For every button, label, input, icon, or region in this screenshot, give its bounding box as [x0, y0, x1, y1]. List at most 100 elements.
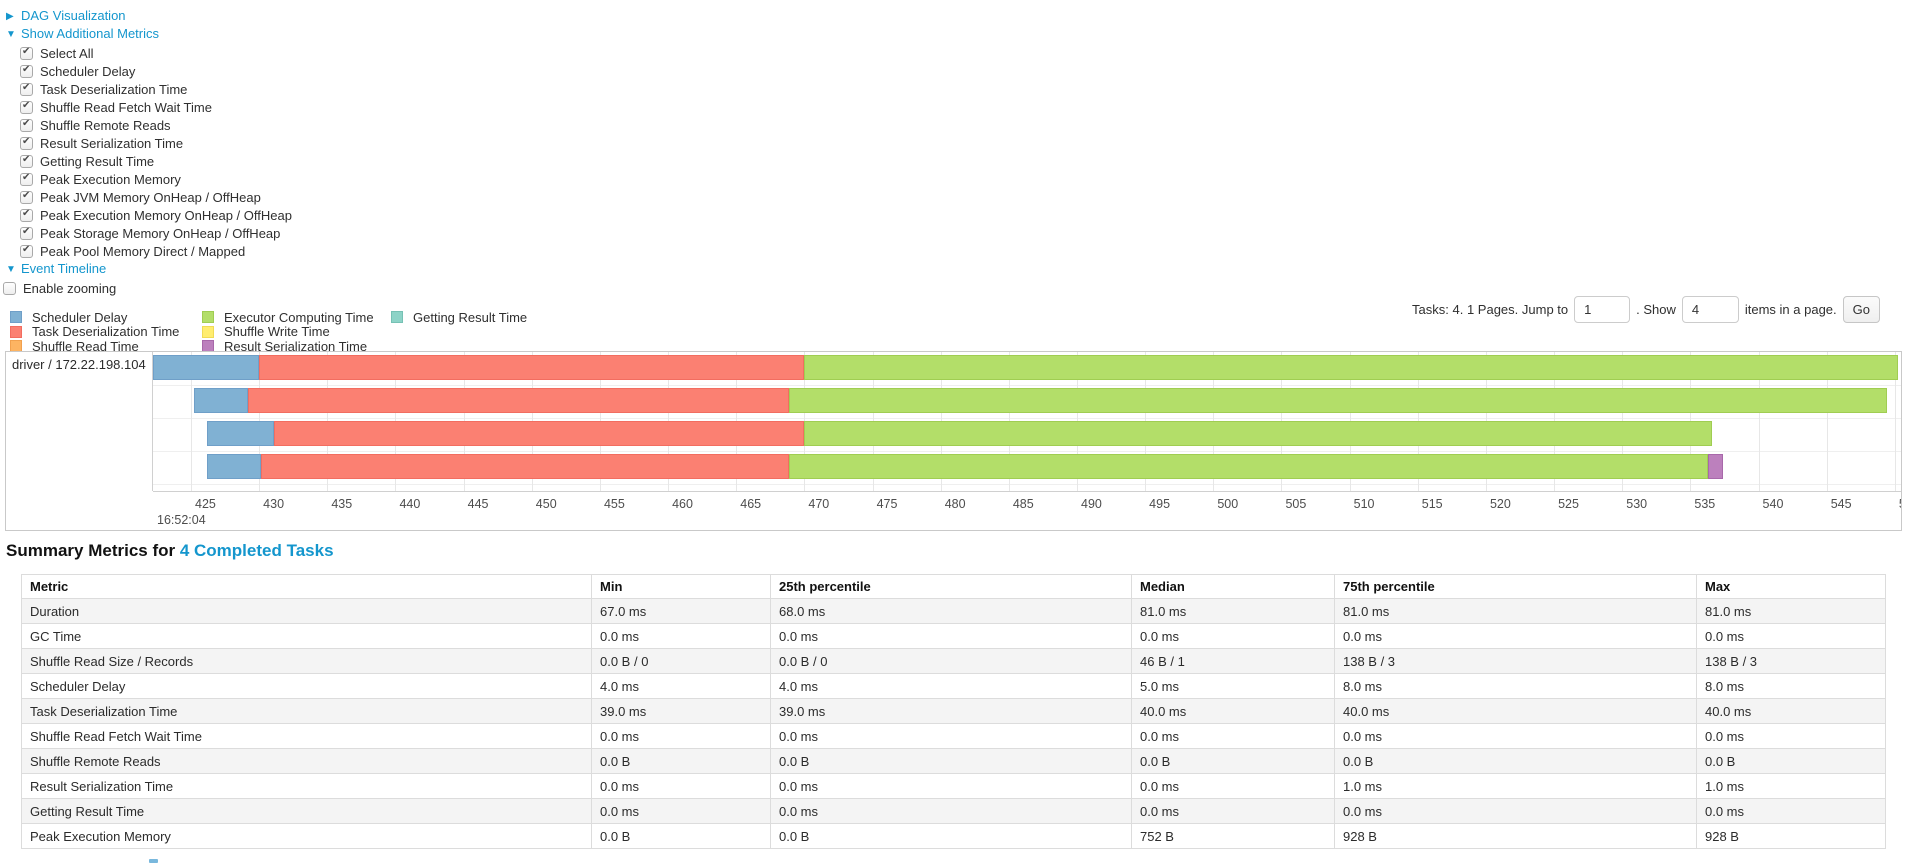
- pagination-text: items in a page.: [1744, 302, 1837, 317]
- metric-value-cell: 0.0 ms: [770, 623, 1132, 649]
- metric-value-cell: 0.0 B: [770, 823, 1132, 849]
- legend-item-shuffle_write: Shuffle Write Time: [202, 324, 391, 339]
- enable-zooming-checkbox[interactable]: Enable zooming: [3, 280, 116, 296]
- metric-value-cell: 1.0 ms: [1334, 773, 1697, 799]
- task-bar-segment-task_deserialization[interactable]: [259, 355, 805, 380]
- task-bar-segment-result_serialization[interactable]: [1708, 454, 1724, 479]
- expanded-arrow-icon: ▼: [6, 29, 16, 40]
- checkbox-checked-icon: [20, 100, 33, 114]
- scheduler_delay-swatch-icon: [10, 311, 22, 324]
- axis-tick-label: 425: [195, 497, 216, 511]
- axis-tick-label: 495: [1149, 497, 1171, 511]
- event-timeline-toggle[interactable]: ▼ Event Timeline: [6, 261, 107, 276]
- metric-value-cell: 0.0 ms: [1696, 723, 1886, 749]
- axis-tick-label: 455: [603, 497, 625, 511]
- task-bar-segment-executor_computing[interactable]: [804, 421, 1713, 446]
- metric-checkbox-peak-jvm-memory-onheap-offheap[interactable]: Peak JVM Memory OnHeap / OffHeap: [20, 189, 261, 205]
- axis-tick-label: 550: [1899, 497, 1901, 511]
- metric-value-cell: 0.0 ms: [1334, 723, 1697, 749]
- metric-checkbox-getting-result-time[interactable]: Getting Result Time: [20, 153, 154, 169]
- task-bar-segment-scheduler_delay[interactable]: [207, 421, 275, 446]
- table-row: Result Serialization Time 0.0 ms 0.0 ms 0.0…: [21, 773, 1886, 799]
- metric-value-cell: 81.0 ms: [1696, 598, 1886, 624]
- axis-tick-label: 490: [1081, 497, 1102, 511]
- metric-value-cell: 928 B: [1334, 823, 1697, 849]
- metric-value-cell: 0.0 B: [1334, 748, 1697, 774]
- metric-value-cell: 0.0 B: [1131, 748, 1335, 774]
- metric-checkbox-task-deserialization-time[interactable]: Task Deserialization Time: [20, 81, 187, 97]
- metric-value-cell: 0.0 B / 0: [591, 648, 771, 674]
- metric-checkbox-result-serialization-time[interactable]: Result Serialization Time: [20, 135, 183, 151]
- legend-label: Getting Result Time: [413, 309, 528, 325]
- metric-value-cell: 0.0 ms: [1334, 623, 1697, 649]
- metric-value-cell: 0.0 ms: [1334, 798, 1697, 824]
- axis-tick-label: 465: [740, 497, 762, 511]
- axis-tick-label: 475: [876, 497, 898, 511]
- metric-checkbox-peak-execution-memory-onheap-offheap[interactable]: Peak Execution Memory OnHeap / OffHeap: [20, 207, 292, 223]
- metric-value-cell: 0.0 ms: [1131, 773, 1335, 799]
- column-header: 75th percentile: [1334, 574, 1697, 599]
- metric-name-cell: Shuffle Read Size / Records: [21, 648, 592, 674]
- metric-name-cell: GC Time: [21, 623, 592, 649]
- table-row: Peak Execution Memory 0.0 B 0.0 B 752 B 928 …: [21, 823, 1886, 849]
- pagination-text: Tasks: 4. 1 Pages. Jump to: [1412, 302, 1569, 317]
- task-bar-segment-scheduler_delay[interactable]: [207, 454, 261, 479]
- metric-value-cell: 0.0 ms: [1131, 723, 1335, 749]
- checkbox-checked-icon: [20, 244, 33, 258]
- metric-value-cell: 0.0 ms: [1131, 623, 1335, 649]
- legend-item-result_serialization: Result Serialization Time: [202, 339, 391, 354]
- task-bar-segment-task_deserialization[interactable]: [260, 454, 790, 479]
- axis-tick-label: 510: [1353, 497, 1375, 511]
- legend-item-scheduler_delay: Scheduler Delay: [10, 310, 202, 325]
- checkbox-checked-icon: [20, 82, 33, 96]
- metric-value-cell: 67.0 ms: [591, 598, 771, 624]
- axis-tick-label: 500: [1217, 497, 1239, 511]
- row-gridline: [153, 385, 1901, 386]
- table-row: Getting Result Time 0.0 ms 0.0 ms 0.0 ms 0.0…: [21, 798, 1886, 824]
- metric-value-cell: 40.0 ms: [1131, 698, 1335, 724]
- checkbox-checked-icon: [20, 190, 33, 204]
- metric-checkbox-peak-storage-memory-onheap-offheap[interactable]: Peak Storage Memory OnHeap / OffHeap: [20, 225, 280, 241]
- metric-value-cell: 5.0 ms: [1131, 673, 1335, 699]
- show-additional-metrics-toggle[interactable]: ▼ Show Additional Metrics: [6, 26, 160, 41]
- axis-tick-label: 440: [399, 497, 421, 511]
- row-gridline: [153, 451, 1901, 452]
- metric-value-cell: 40.0 ms: [1696, 698, 1886, 724]
- metric-checkbox-scheduler-delay[interactable]: Scheduler Delay: [20, 63, 135, 79]
- metric-value-cell: 0.0 ms: [770, 798, 1132, 824]
- task-bar-segment-scheduler_delay[interactable]: [153, 355, 260, 380]
- metric-checkbox-peak-execution-memory[interactable]: Peak Execution Memory: [20, 171, 181, 187]
- jump-to-page-input[interactable]: [1574, 296, 1631, 323]
- axis-tick-label: 545: [1830, 497, 1852, 511]
- task-bar-segment-executor_computing[interactable]: [804, 355, 1898, 380]
- metric-name-cell: Shuffle Read Fetch Wait Time: [21, 723, 592, 749]
- items-per-page-input[interactable]: [1681, 296, 1739, 323]
- dag-visualization-toggle[interactable]: ▶ DAG Visualization: [6, 8, 126, 23]
- axis-tick-label: 460: [672, 497, 693, 511]
- clipped-content: [149, 859, 158, 863]
- executor_computing-swatch-icon: [202, 311, 214, 324]
- task-bar-segment-executor_computing[interactable]: [789, 388, 1887, 413]
- task-pagination: Tasks: 4. 1 Pages. Jump to . Show items …: [1412, 296, 1880, 323]
- metric-value-cell: 0.0 ms: [1696, 798, 1886, 824]
- metric-checkbox-peak-pool-memory-direct-mapped[interactable]: Peak Pool Memory Direct / Mapped: [20, 243, 245, 259]
- task-bar-segment-task_deserialization[interactable]: [274, 421, 805, 446]
- task-bar-segment-task_deserialization[interactable]: [248, 388, 790, 413]
- time-gridline: [191, 352, 193, 491]
- axis-tick-label: 525: [1558, 497, 1579, 511]
- go-button[interactable]: Go: [1842, 296, 1880, 323]
- completed-tasks-link[interactable]: 4 Completed Tasks: [179, 541, 334, 560]
- table-header-row: Metric Min 25th percentile Median 75th perce…: [21, 574, 1886, 599]
- metric-value-cell: 8.0 ms: [1696, 673, 1886, 699]
- task-bar-segment-executor_computing[interactable]: [789, 454, 1709, 479]
- metric-checkbox-shuffle-remote-reads[interactable]: Shuffle Remote Reads: [20, 117, 171, 133]
- checkbox-checked-icon: [20, 64, 33, 78]
- metric-checkbox-shuffle-read-fetch-wait-time[interactable]: Shuffle Read Fetch Wait Time: [20, 99, 212, 115]
- task-bar-segment-scheduler_delay[interactable]: [193, 388, 249, 413]
- legend-item-getting_result: Getting Result Time: [391, 310, 591, 325]
- column-header: Median: [1131, 574, 1335, 599]
- checkbox-checked-icon: [20, 226, 33, 240]
- column-header: Min: [591, 574, 771, 599]
- metric-checkbox-select-all[interactable]: Select All: [20, 45, 93, 61]
- timeline-plot-area[interactable]: [153, 352, 1901, 491]
